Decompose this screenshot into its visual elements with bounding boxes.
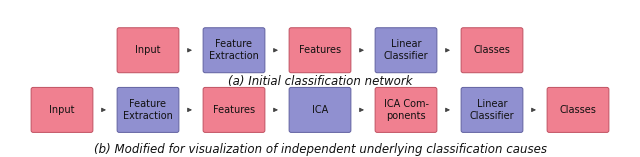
Text: Linear
Classifier: Linear Classifier	[384, 39, 428, 61]
Text: Input: Input	[135, 45, 161, 55]
Text: Linear
Classifier: Linear Classifier	[470, 99, 515, 121]
Text: (a) Initial classification network: (a) Initial classification network	[228, 75, 412, 88]
FancyBboxPatch shape	[117, 87, 179, 132]
Text: Classes: Classes	[559, 105, 596, 115]
Text: Features: Features	[299, 45, 341, 55]
FancyBboxPatch shape	[461, 87, 523, 132]
Text: ICA: ICA	[312, 105, 328, 115]
Text: Classes: Classes	[474, 45, 511, 55]
FancyBboxPatch shape	[117, 28, 179, 73]
FancyBboxPatch shape	[31, 87, 93, 132]
Text: ICA Com-
ponents: ICA Com- ponents	[383, 99, 429, 121]
FancyBboxPatch shape	[203, 28, 265, 73]
Text: Features: Features	[213, 105, 255, 115]
FancyBboxPatch shape	[203, 87, 265, 132]
FancyBboxPatch shape	[289, 87, 351, 132]
FancyBboxPatch shape	[375, 87, 437, 132]
Text: (b) Modified for visualization of independent underlying classification causes: (b) Modified for visualization of indepe…	[93, 143, 547, 156]
FancyBboxPatch shape	[547, 87, 609, 132]
Text: Feature
Extraction: Feature Extraction	[209, 39, 259, 61]
FancyBboxPatch shape	[461, 28, 523, 73]
FancyBboxPatch shape	[289, 28, 351, 73]
Text: Feature
Extraction: Feature Extraction	[123, 99, 173, 121]
Text: Input: Input	[49, 105, 75, 115]
FancyBboxPatch shape	[375, 28, 437, 73]
